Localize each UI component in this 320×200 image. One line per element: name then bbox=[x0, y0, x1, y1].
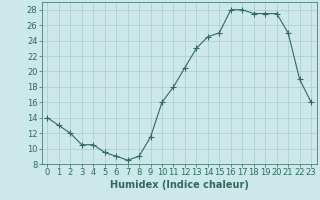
X-axis label: Humidex (Indice chaleur): Humidex (Indice chaleur) bbox=[110, 180, 249, 190]
